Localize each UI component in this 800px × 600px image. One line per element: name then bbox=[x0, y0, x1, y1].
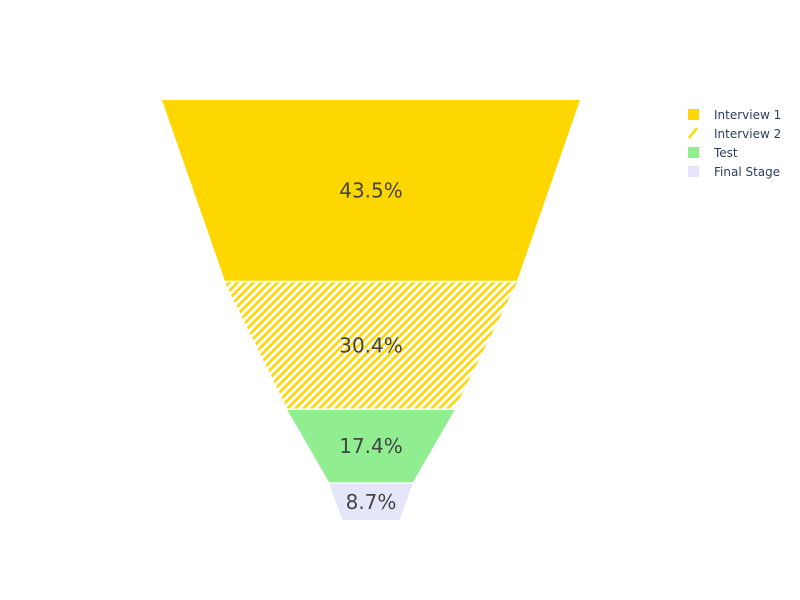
funnel-segment bbox=[224, 282, 518, 409]
funnel-segment bbox=[287, 410, 455, 483]
segment-value-label: 43.5% bbox=[339, 178, 403, 202]
legend-label: Interview 1 bbox=[714, 108, 781, 122]
legend-item[interactable]: Interview 2 bbox=[688, 127, 781, 141]
funnel-segment bbox=[162, 100, 580, 281]
legend: Interview 1 Interview 2 Test Final Stage bbox=[688, 108, 781, 179]
segment-value-label: 30.4% bbox=[339, 333, 403, 357]
legend-item[interactable]: Test bbox=[688, 146, 738, 160]
funnel-plot-area: 43.5% 30.4% 17.4% 8.7% bbox=[162, 100, 580, 520]
legend-label: Final Stage bbox=[714, 165, 780, 179]
legend-swatch bbox=[688, 127, 698, 139]
legend-item[interactable]: Final Stage bbox=[688, 165, 780, 179]
legend-swatch bbox=[688, 109, 699, 120]
funnel-segment bbox=[329, 483, 413, 520]
legend-item[interactable]: Interview 1 bbox=[688, 108, 781, 122]
legend-swatch bbox=[688, 166, 699, 177]
segment-value-label: 8.7% bbox=[346, 490, 397, 514]
legend-swatch bbox=[688, 147, 699, 158]
legend-label: Test bbox=[713, 146, 738, 160]
legend-label: Interview 2 bbox=[714, 127, 781, 141]
segment-value-label: 17.4% bbox=[339, 434, 403, 458]
